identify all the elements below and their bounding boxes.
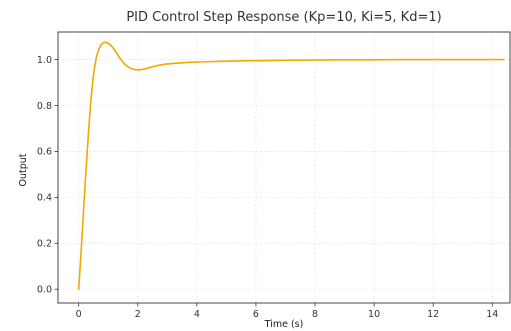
x-tick-label: 8 <box>312 309 318 320</box>
y-tick-label: 0.0 <box>37 285 52 296</box>
y-tick-label: 1.0 <box>37 55 52 66</box>
x-axis-title: Time (s) <box>264 319 304 330</box>
y-tick-label: 0.6 <box>37 147 52 158</box>
y-axis-title: Output <box>18 153 29 186</box>
y-tick-label: 0.8 <box>37 101 52 112</box>
x-tick-label: 0 <box>76 309 82 320</box>
chart-title: PID Control Step Response (Kp=10, Ki=5, … <box>126 10 441 25</box>
series-layer <box>77 41 505 291</box>
y-tick-label: 0.2 <box>37 239 52 250</box>
x-axis-ticks: 0 2 4 6 8 10 12 14 <box>76 303 498 320</box>
grid <box>58 32 510 303</box>
y-tick-label: 0.4 <box>37 193 52 204</box>
y-axis-ticks: 0.0 0.2 0.4 0.6 0.8 1.0 <box>37 55 58 296</box>
x-tick-label: 10 <box>368 309 380 320</box>
axes <box>57 31 511 304</box>
x-tick-label: 12 <box>427 309 439 320</box>
step-response-line <box>77 41 505 291</box>
x-tick-label: 6 <box>253 309 259 320</box>
plot-frame <box>57 31 511 304</box>
x-tick-label: 14 <box>486 309 498 320</box>
x-tick-label: 4 <box>194 309 200 320</box>
x-tick-label: 2 <box>135 309 141 320</box>
